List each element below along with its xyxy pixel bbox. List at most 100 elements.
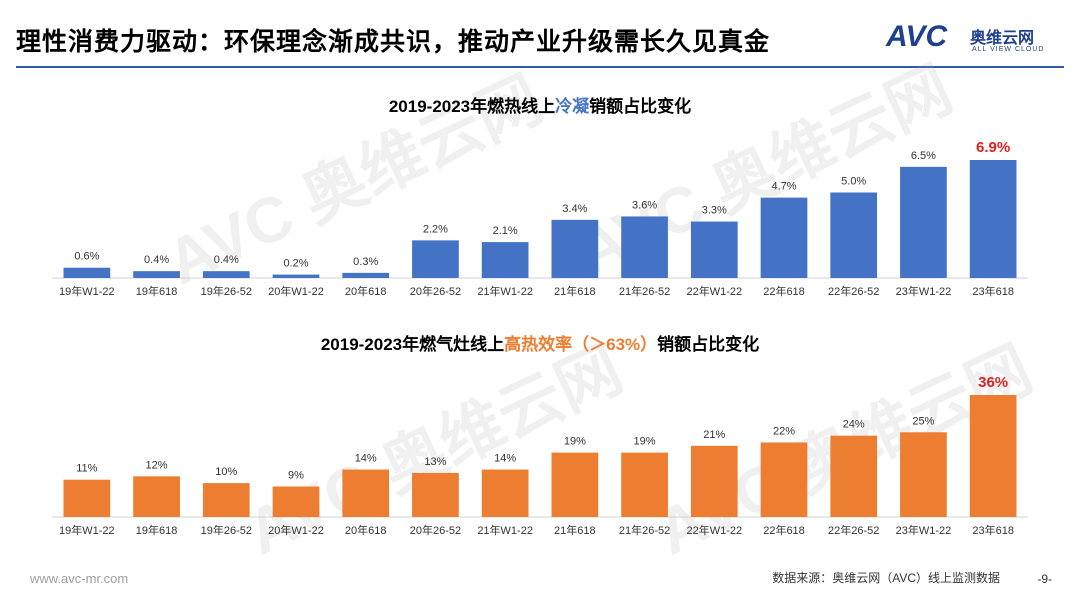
bar xyxy=(202,271,250,278)
bar xyxy=(133,271,180,278)
chart2-title-highlight: 高热效率（＞63%） xyxy=(504,335,658,354)
data-label: 2.1% xyxy=(493,225,518,237)
x-tick-label: 23年618 xyxy=(972,523,1014,537)
data-label: 22% xyxy=(773,425,795,437)
data-label: 9% xyxy=(288,470,304,482)
bar xyxy=(272,486,320,517)
data-label: 4.7% xyxy=(771,181,796,193)
bar xyxy=(969,395,1017,517)
x-tick-label: 20年618 xyxy=(345,284,387,298)
x-tick-label: 23年618 xyxy=(972,284,1014,298)
x-tick-label: 21年26-52 xyxy=(619,523,670,537)
bar xyxy=(63,479,111,517)
data-label: 3.6% xyxy=(632,199,657,211)
x-tick-label: 20年26-52 xyxy=(410,284,461,298)
data-label: 10% xyxy=(215,466,237,478)
x-tick-label: 22年618 xyxy=(763,284,805,298)
chart2-title-prefix: 2019-2023年燃气灶线上 xyxy=(320,335,505,354)
x-tick-label: 19年W1-22 xyxy=(59,523,115,537)
x-tick-label: 23年W1-22 xyxy=(896,523,952,537)
chart2-title: 2019-2023年燃气灶线上高热效率（＞63%）销额占比变化 xyxy=(0,330,1080,355)
data-label: 0.6% xyxy=(74,251,99,263)
data-label: 0.4% xyxy=(214,254,239,266)
bar xyxy=(690,445,738,517)
chart1-title-suffix: 销额占比变化 xyxy=(589,97,692,116)
bar xyxy=(133,476,180,517)
x-tick-label: 19年W1-22 xyxy=(59,284,115,298)
page-title: 理性消费力驱动：环保理念渐成共识，推动产业升级需长久见真金 xyxy=(16,28,771,56)
x-tick-label: 22年26-52 xyxy=(828,523,879,537)
data-label: 11% xyxy=(76,463,97,475)
data-label: 24% xyxy=(843,419,865,431)
bar xyxy=(412,240,459,278)
bar xyxy=(621,216,668,278)
bar xyxy=(551,219,599,278)
data-label: 19% xyxy=(634,436,656,448)
data-label: 6.5% xyxy=(911,150,936,162)
x-tick-label: 22年W1-22 xyxy=(686,523,742,537)
x-tick-label: 19年26-52 xyxy=(201,523,252,537)
bar xyxy=(900,432,947,517)
bar xyxy=(412,472,459,517)
chart1-title-highlight: 冷凝 xyxy=(555,97,590,116)
x-tick-label: 20年W1-22 xyxy=(268,523,324,537)
x-tick-label: 22年618 xyxy=(763,523,805,537)
x-tick-label: 20年26-52 xyxy=(410,523,461,537)
x-tick-label: 19年618 xyxy=(136,284,178,298)
logo-avc-text: AVC xyxy=(886,20,948,53)
bar xyxy=(272,274,320,278)
data-label: 12% xyxy=(146,459,168,471)
bar xyxy=(551,452,599,517)
bar xyxy=(342,272,390,278)
bar xyxy=(830,435,878,517)
data-label: 0.3% xyxy=(353,256,378,268)
data-label: 36% xyxy=(978,374,1008,391)
bar xyxy=(760,197,808,278)
bar xyxy=(621,452,668,517)
data-label: 21% xyxy=(703,429,725,441)
chart1-title: 2019-2023年燃热线上冷凝销额占比变化 xyxy=(0,92,1080,117)
data-label: 14% xyxy=(355,453,377,465)
footer-url: www.avc-mr.com xyxy=(30,571,129,586)
data-label: 3.3% xyxy=(702,205,727,217)
data-label: 19% xyxy=(564,436,586,448)
x-tick-label: 21年618 xyxy=(554,523,596,537)
bar xyxy=(760,442,808,517)
x-tick-label: 22年W1-22 xyxy=(686,284,742,298)
bar xyxy=(830,192,878,278)
avc-logo: AVC 奥维云网 ALL VIEW CLOUD xyxy=(886,20,1056,60)
bar xyxy=(63,267,111,278)
data-label: 13% xyxy=(424,456,446,468)
data-label: 14% xyxy=(494,453,516,465)
bar xyxy=(969,160,1017,278)
x-tick-label: 20年618 xyxy=(345,523,387,537)
bar xyxy=(900,166,947,278)
data-label: 25% xyxy=(912,415,934,427)
data-label: 2.2% xyxy=(423,223,448,235)
x-tick-label: 21年618 xyxy=(554,284,596,298)
data-label: 5.0% xyxy=(841,175,866,187)
footer-source: 数据来源：奥维云网（AVC）线上监测数据 xyxy=(772,571,1000,585)
logo-cn-text: 奥维云网 xyxy=(970,30,1035,47)
header-divider xyxy=(16,66,1064,68)
x-tick-label: 23年W1-22 xyxy=(896,284,952,298)
x-tick-label: 21年W1-22 xyxy=(477,523,533,537)
chart2-title-suffix: 销额占比变化 xyxy=(657,335,760,354)
data-label: 6.9% xyxy=(976,139,1010,156)
x-tick-label: 20年W1-22 xyxy=(268,284,324,298)
logo-en-text: ALL VIEW CLOUD xyxy=(972,46,1045,53)
bar xyxy=(202,483,250,517)
data-label: 3.4% xyxy=(562,203,587,215)
high-efficiency-share-chart: 11% 19年W1-22 12% 19年618 10% 19年26-52 9% 20年W1-2… xyxy=(52,374,1028,537)
x-tick-label: 21年26-52 xyxy=(619,284,670,298)
x-tick-label: 19年618 xyxy=(136,523,178,537)
data-label: 0.4% xyxy=(144,254,169,266)
data-label: 0.2% xyxy=(283,258,308,270)
bar xyxy=(342,469,390,517)
page-number: -9- xyxy=(1037,572,1052,586)
bar xyxy=(481,469,529,517)
x-tick-label: 21年W1-22 xyxy=(477,284,533,298)
chart1-title-prefix: 2019-2023年燃热线上 xyxy=(388,97,556,116)
x-tick-label: 19年26-52 xyxy=(201,284,252,298)
x-tick-label: 22年26-52 xyxy=(828,284,879,298)
